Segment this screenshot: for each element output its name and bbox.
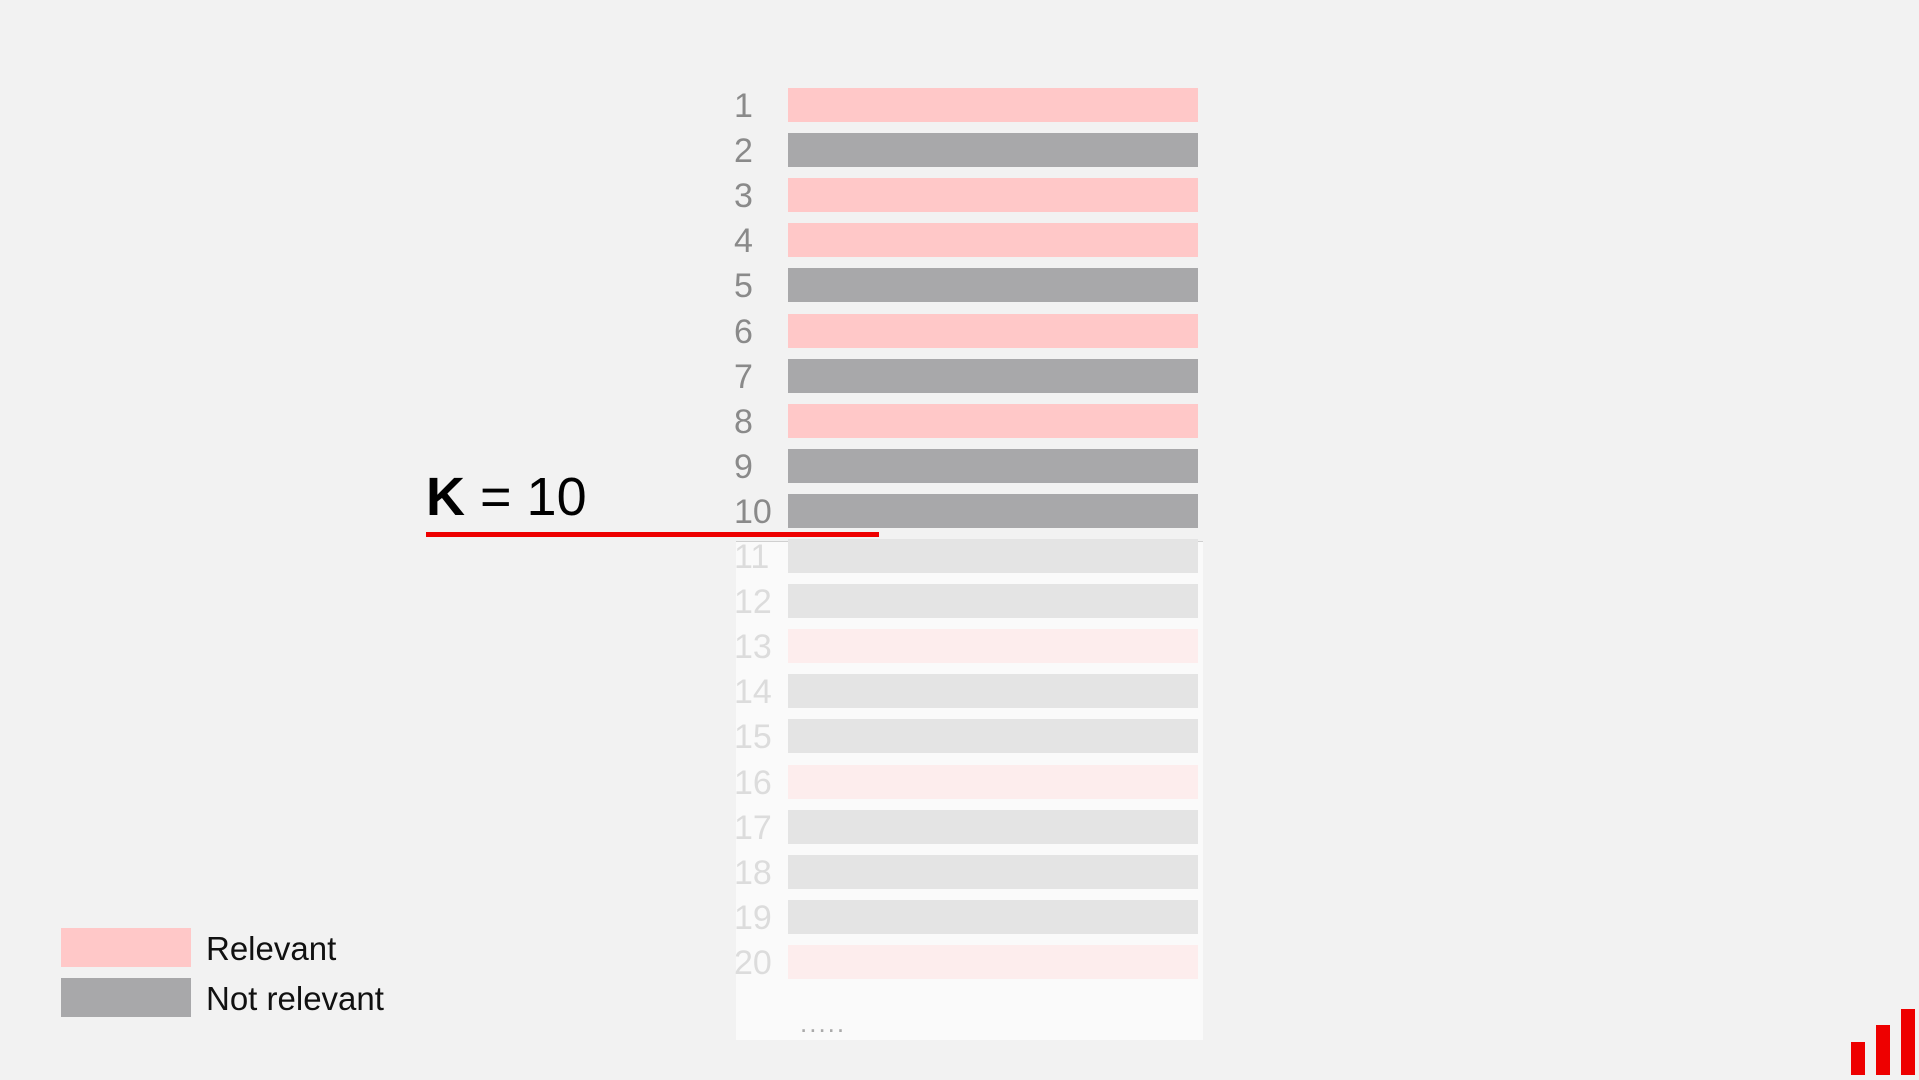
ranked-item: 7 bbox=[734, 358, 1204, 396]
ranked-item: 4 bbox=[734, 222, 1204, 260]
not-relevant-result-bar bbox=[788, 674, 1198, 709]
rank-number: 10 bbox=[734, 492, 772, 531]
rank-number: 1 bbox=[734, 87, 753, 125]
rank-number: 18 bbox=[734, 853, 772, 892]
relevant-result-bar bbox=[788, 313, 1198, 348]
not-relevant-result-bar bbox=[788, 493, 1198, 528]
not-relevant-result-bar bbox=[788, 719, 1198, 754]
relevant-result-bar bbox=[788, 944, 1198, 979]
k-cutoff-line bbox=[426, 532, 879, 537]
rank-number: 6 bbox=[734, 312, 753, 351]
rank-number: 15 bbox=[734, 718, 772, 757]
ranked-item: 20 bbox=[734, 944, 1204, 982]
ranked-item: 11 bbox=[734, 538, 1204, 576]
rank-number: 2 bbox=[734, 132, 753, 171]
ranked-item: 17 bbox=[734, 809, 1204, 847]
legend-label: Relevant bbox=[206, 930, 337, 967]
ranked-item: 16 bbox=[734, 764, 1204, 802]
ranked-item: 3 bbox=[734, 177, 1204, 215]
rank-number: 13 bbox=[734, 628, 772, 667]
ranked-item: 6 bbox=[734, 313, 1204, 351]
more-results-ellipsis: ..... bbox=[800, 1008, 847, 1038]
ranked-item: 8 bbox=[734, 403, 1204, 441]
ranked-item: 19 bbox=[734, 899, 1204, 937]
legend-swatch-relevant bbox=[61, 928, 191, 967]
legend-swatch-not-relevant bbox=[61, 978, 191, 1017]
not-relevant-result-bar bbox=[788, 539, 1198, 573]
ranked-item: 14 bbox=[734, 673, 1204, 711]
relevant-result-bar bbox=[788, 764, 1198, 799]
rank-number: 9 bbox=[734, 447, 753, 486]
rank-number: 8 bbox=[734, 402, 753, 441]
rank-number: 20 bbox=[734, 943, 772, 982]
relevant-result-bar bbox=[788, 88, 1198, 122]
rank-number: 11 bbox=[734, 538, 770, 576]
relevant-result-bar bbox=[788, 178, 1198, 213]
not-relevant-result-bar bbox=[788, 268, 1198, 303]
relevant-result-bar bbox=[788, 629, 1198, 664]
not-relevant-result-bar bbox=[788, 809, 1198, 844]
ranked-item: 10 bbox=[734, 493, 1204, 531]
ranked-item: 2 bbox=[734, 132, 1204, 170]
ranked-item: 18 bbox=[734, 854, 1204, 892]
rank-number: 12 bbox=[734, 583, 772, 622]
k-label: K = 10 bbox=[426, 466, 587, 528]
ranked-item: 1 bbox=[734, 87, 1204, 125]
ranked-item: 12 bbox=[734, 583, 1204, 621]
rank-number: 4 bbox=[734, 222, 753, 261]
not-relevant-result-bar bbox=[788, 448, 1198, 483]
ranked-item: 5 bbox=[734, 267, 1204, 305]
rank-number: 17 bbox=[734, 808, 772, 847]
legend-label: Not relevant bbox=[206, 980, 384, 1017]
rank-number: 16 bbox=[734, 763, 772, 802]
rank-number: 5 bbox=[734, 267, 753, 306]
not-relevant-result-bar bbox=[788, 899, 1198, 934]
not-relevant-result-bar bbox=[788, 133, 1198, 168]
rank-number: 7 bbox=[734, 357, 753, 396]
ranked-item: 9 bbox=[734, 448, 1204, 486]
not-relevant-result-bar bbox=[788, 584, 1198, 619]
rank-number: 19 bbox=[734, 898, 772, 937]
relevant-result-bar bbox=[788, 223, 1198, 258]
not-relevant-result-bar bbox=[788, 358, 1198, 393]
relevant-result-bar bbox=[788, 403, 1198, 438]
k-symbol: K bbox=[426, 467, 465, 527]
rank-number: 14 bbox=[734, 673, 772, 712]
not-relevant-result-bar bbox=[788, 854, 1198, 889]
rank-number: 3 bbox=[734, 177, 753, 216]
ranked-item: 13 bbox=[734, 628, 1204, 666]
ranked-item: 15 bbox=[734, 718, 1204, 756]
k-value: = 10 bbox=[480, 467, 587, 527]
